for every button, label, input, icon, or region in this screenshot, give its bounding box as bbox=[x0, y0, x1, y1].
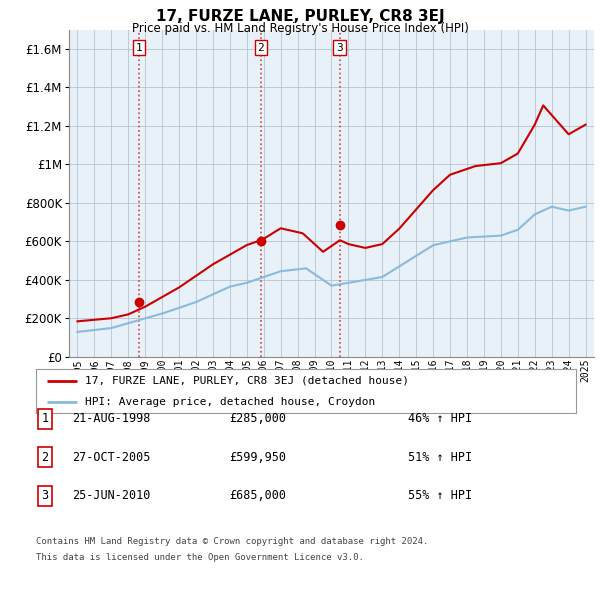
Text: Contains HM Land Registry data © Crown copyright and database right 2024.: Contains HM Land Registry data © Crown c… bbox=[36, 537, 428, 546]
Text: 2: 2 bbox=[41, 451, 49, 464]
Text: £685,000: £685,000 bbox=[229, 489, 287, 502]
Text: 17, FURZE LANE, PURLEY, CR8 3EJ (detached house): 17, FURZE LANE, PURLEY, CR8 3EJ (detache… bbox=[85, 376, 409, 386]
Text: 55% ↑ HPI: 55% ↑ HPI bbox=[408, 489, 472, 502]
Text: £599,950: £599,950 bbox=[229, 451, 287, 464]
Text: 1: 1 bbox=[136, 42, 142, 53]
Text: 51% ↑ HPI: 51% ↑ HPI bbox=[408, 451, 472, 464]
Text: HPI: Average price, detached house, Croydon: HPI: Average price, detached house, Croy… bbox=[85, 397, 375, 407]
Text: This data is licensed under the Open Government Licence v3.0.: This data is licensed under the Open Gov… bbox=[36, 553, 364, 562]
Text: £285,000: £285,000 bbox=[229, 412, 287, 425]
Text: 46% ↑ HPI: 46% ↑ HPI bbox=[408, 412, 472, 425]
Text: 1: 1 bbox=[41, 412, 49, 425]
Text: 2: 2 bbox=[257, 42, 264, 53]
Text: 27-OCT-2005: 27-OCT-2005 bbox=[72, 451, 150, 464]
Text: Price paid vs. HM Land Registry's House Price Index (HPI): Price paid vs. HM Land Registry's House … bbox=[131, 22, 469, 35]
Text: 25-JUN-2010: 25-JUN-2010 bbox=[72, 489, 150, 502]
Text: 3: 3 bbox=[41, 489, 49, 502]
Text: 3: 3 bbox=[336, 42, 343, 53]
Text: 21-AUG-1998: 21-AUG-1998 bbox=[72, 412, 150, 425]
Text: 17, FURZE LANE, PURLEY, CR8 3EJ: 17, FURZE LANE, PURLEY, CR8 3EJ bbox=[155, 9, 445, 24]
